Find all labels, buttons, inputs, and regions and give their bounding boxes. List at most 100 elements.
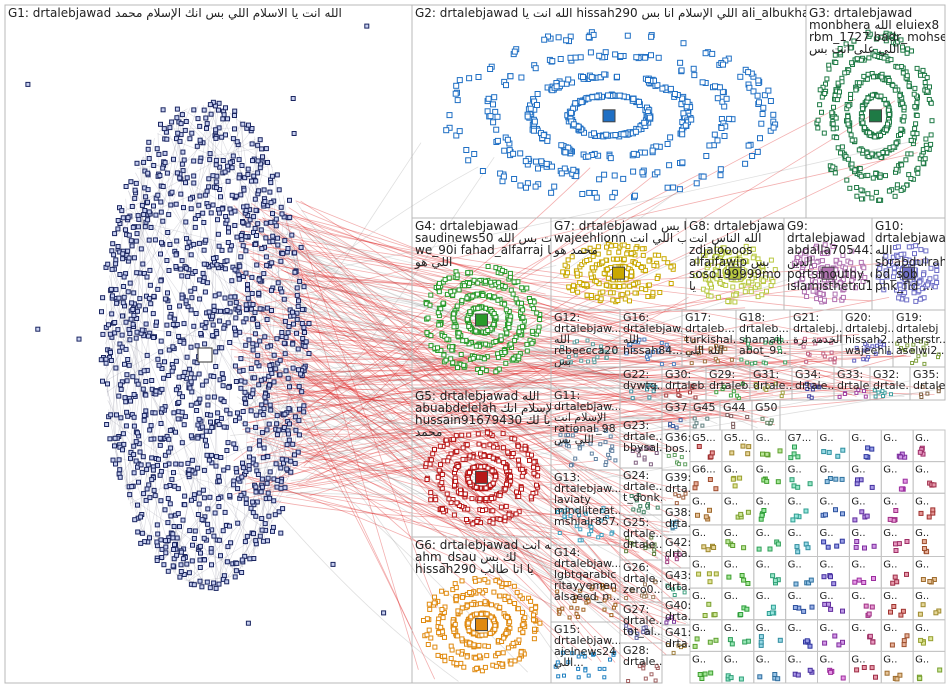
node	[723, 346, 728, 351]
node	[187, 528, 193, 534]
node	[173, 429, 178, 435]
node	[709, 258, 714, 264]
node	[444, 441, 450, 447]
node	[507, 270, 513, 276]
node	[147, 427, 153, 433]
node	[614, 256, 620, 262]
node	[183, 180, 188, 186]
node	[481, 443, 487, 449]
node	[704, 288, 710, 294]
node	[235, 520, 241, 526]
edge	[270, 394, 695, 423]
node	[593, 278, 599, 284]
node	[261, 271, 267, 277]
node	[144, 274, 150, 280]
edge	[242, 393, 642, 451]
node	[482, 577, 488, 583]
node	[237, 263, 243, 269]
node	[657, 290, 663, 295]
node	[500, 431, 506, 437]
node	[167, 125, 173, 131]
node	[259, 146, 265, 152]
edge	[231, 395, 783, 467]
edge	[263, 221, 654, 543]
node	[531, 459, 537, 465]
node	[839, 144, 845, 150]
node	[176, 399, 182, 405]
node	[750, 246, 756, 252]
node	[603, 440, 608, 445]
node	[108, 358, 114, 363]
node	[866, 154, 872, 159]
node	[213, 157, 219, 163]
node	[435, 345, 440, 351]
node	[233, 445, 239, 451]
node	[207, 494, 213, 500]
node	[439, 588, 445, 594]
node	[562, 149, 569, 156]
node	[243, 248, 249, 254]
node	[661, 256, 667, 262]
node	[830, 121, 836, 127]
node	[676, 186, 683, 193]
node	[222, 266, 228, 272]
node	[817, 291, 823, 297]
edge	[105, 319, 177, 576]
node	[232, 208, 238, 214]
node	[531, 464, 536, 470]
node	[120, 431, 126, 437]
node	[856, 147, 862, 153]
node	[213, 364, 219, 369]
node	[195, 465, 201, 471]
node	[135, 308, 140, 314]
edge	[242, 386, 706, 430]
node	[529, 328, 535, 334]
node	[726, 115, 733, 122]
node	[247, 556, 253, 562]
node	[192, 269, 198, 274]
node	[213, 585, 219, 591]
node	[436, 289, 442, 295]
node	[297, 406, 302, 412]
node	[837, 46, 843, 51]
node	[178, 191, 184, 197]
node	[154, 539, 160, 545]
node	[598, 296, 604, 302]
node	[197, 158, 203, 164]
node	[923, 248, 929, 254]
node	[181, 321, 187, 327]
node	[285, 330, 291, 336]
node	[112, 320, 118, 325]
node	[185, 460, 191, 466]
node	[761, 92, 768, 99]
node	[211, 374, 217, 379]
node	[263, 399, 269, 405]
node	[922, 361, 927, 366]
node	[640, 252, 646, 258]
node	[490, 520, 496, 526]
node	[615, 298, 621, 303]
node	[577, 446, 582, 451]
node	[238, 233, 244, 238]
node	[209, 452, 215, 458]
node	[835, 145, 841, 151]
node	[528, 598, 534, 604]
node	[561, 165, 568, 172]
node	[527, 299, 533, 304]
node	[605, 275, 611, 281]
node	[108, 350, 113, 355]
node	[299, 389, 305, 395]
node	[529, 340, 535, 346]
node	[250, 347, 256, 353]
node	[602, 666, 607, 671]
node	[760, 278, 766, 284]
edge	[308, 305, 559, 610]
edge	[289, 338, 306, 472]
node	[933, 274, 939, 280]
node	[219, 345, 225, 351]
node	[758, 120, 765, 127]
node	[284, 442, 290, 448]
node	[221, 399, 227, 405]
edge	[306, 343, 848, 452]
edge	[302, 434, 575, 586]
